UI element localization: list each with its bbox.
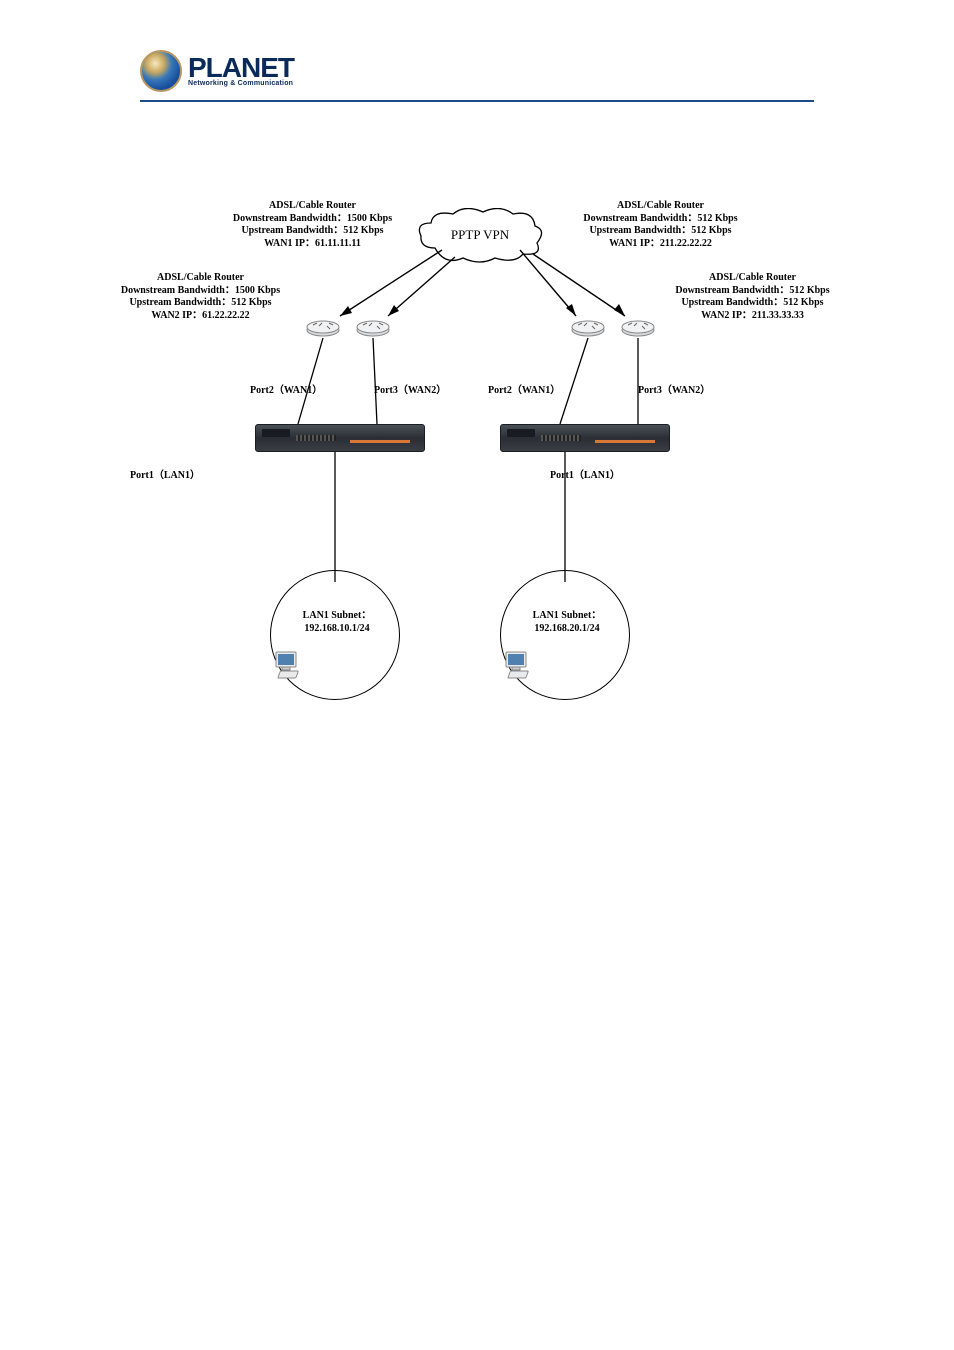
right-port-wan2: Port3（WAN2）: [638, 381, 710, 396]
left-wan1-label: ADSL/Cable Router Downstream Bandwidth：1…: [225, 200, 400, 250]
logo-sub: Networking & Communication: [188, 80, 294, 87]
cloud-label: PPTP VPN: [451, 227, 509, 243]
right-port-wan1: Port2（WAN1）: [488, 381, 560, 396]
left-port-wan1: Port2（WAN1）: [250, 381, 322, 396]
left-port-lan: Port1（LAN1）: [130, 466, 200, 481]
right-wan2-label: ADSL/Cable Router Downstream Bandwidth：5…: [670, 272, 835, 322]
gateway-device-left: [255, 424, 425, 452]
left-wan2-label: ADSL/Cable Router Downstream Bandwidth：1…: [113, 272, 288, 322]
left-lan-text: LAN1 Subnet： 192.168.10.1/24: [295, 610, 379, 635]
router-icon: [620, 314, 656, 338]
right-port-lan: Port1（LAN1）: [550, 466, 620, 481]
right-lan-text: LAN1 Subnet： 192.168.20.1/24: [525, 610, 609, 635]
left-port-wan2: Port3（WAN2）: [374, 381, 446, 396]
gateway-device-right: [500, 424, 670, 452]
planet-globe-icon: [140, 50, 182, 92]
pc-icon: [274, 650, 308, 680]
network-diagram: PPTP VPN ADSL/Cable Router Downstream Ba…: [140, 192, 820, 732]
router-icon: [570, 314, 606, 338]
logo-text: PLANET Networking & Communication: [188, 55, 294, 87]
router-icon: [305, 314, 341, 338]
pc-icon: [504, 650, 538, 680]
page-header: PLANET Networking & Communication: [140, 50, 814, 102]
left-lan-circle: [270, 570, 400, 700]
logo-main: PLANET: [188, 55, 294, 80]
right-wan1-label: ADSL/Cable Router Downstream Bandwidth：5…: [578, 200, 743, 250]
router-icon: [355, 314, 391, 338]
right-lan-circle: [500, 570, 630, 700]
vpn-cloud: PPTP VPN: [415, 208, 545, 263]
